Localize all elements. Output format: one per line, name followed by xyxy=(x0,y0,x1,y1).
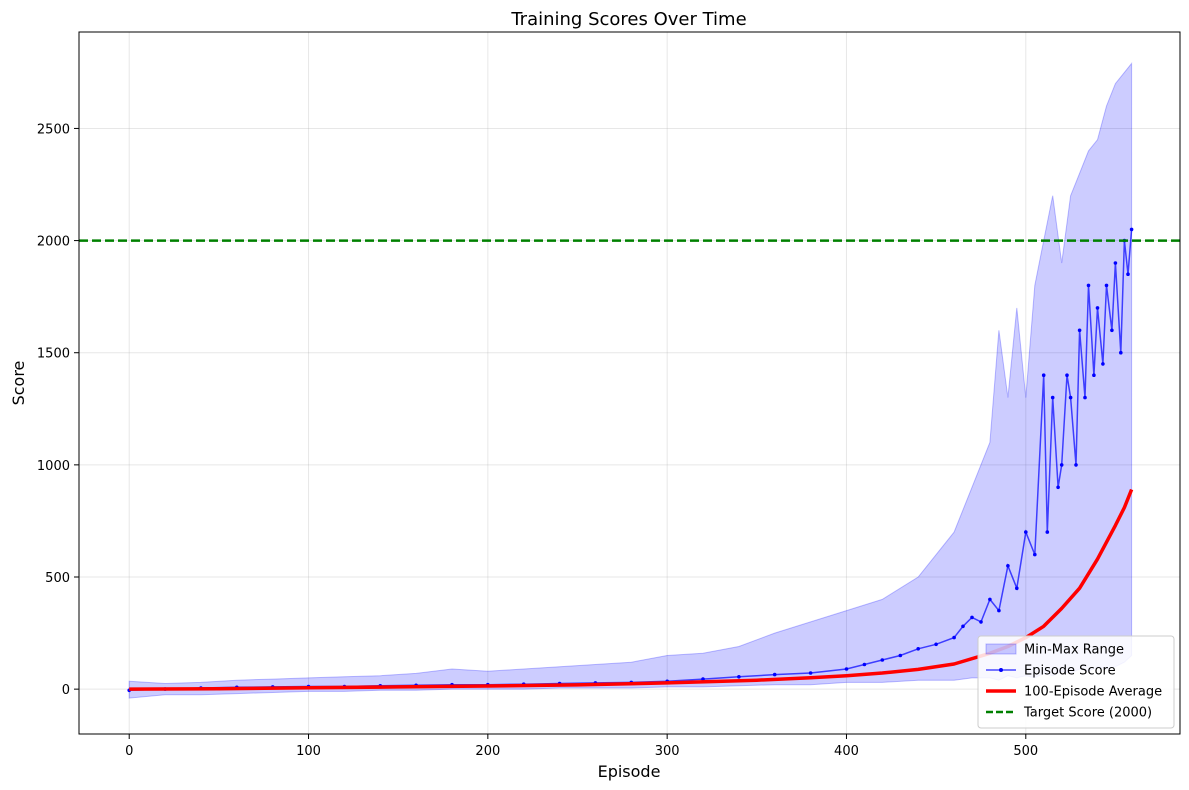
episode-score-point xyxy=(701,677,705,681)
y-tick-label: 2500 xyxy=(37,122,70,137)
x-tick-label: 100 xyxy=(296,744,321,759)
chart-title: Training Scores Over Time xyxy=(510,9,746,30)
episode-score-point xyxy=(988,597,992,602)
episode-score-point xyxy=(1015,586,1019,590)
episode-score-point xyxy=(916,647,920,651)
episode-score-point xyxy=(1077,328,1082,333)
episode-score-point xyxy=(970,615,974,620)
legend-label: Target Score (2000) xyxy=(1023,706,1152,721)
episode-score-point xyxy=(1024,530,1028,534)
episode-score-point xyxy=(997,608,1001,613)
episode-score-point xyxy=(1006,564,1010,568)
episode-score-point xyxy=(1059,463,1064,467)
legend-swatch-episode-marker xyxy=(999,668,1003,672)
x-tick-label: 300 xyxy=(655,744,680,759)
episode-score-point xyxy=(898,653,903,658)
episode-score-point xyxy=(1126,272,1130,277)
y-tick-label: 2000 xyxy=(37,235,70,250)
episode-score-point xyxy=(1050,395,1055,400)
x-tick-label: 0 xyxy=(125,744,133,759)
episode-score-point xyxy=(1041,373,1046,378)
episode-score-point xyxy=(1033,552,1037,557)
legend-label: Min-Max Range xyxy=(1024,643,1124,658)
episode-score-point xyxy=(1110,328,1114,333)
episode-score-point xyxy=(737,675,741,679)
x-tick-label: 400 xyxy=(834,744,859,759)
y-tick-label: 500 xyxy=(45,571,70,586)
legend-swatch-band xyxy=(985,643,1017,655)
episode-score-point xyxy=(1101,362,1105,366)
episode-score-point xyxy=(952,635,956,640)
episode-score-point xyxy=(772,672,777,677)
legend-label: Episode Score xyxy=(1024,664,1116,679)
y-tick-label: 0 xyxy=(62,683,70,698)
episode-score-point xyxy=(844,667,849,671)
episode-score-point xyxy=(1065,373,1069,378)
axis-ticks: 0 100 200 300 400 500 0 500 1000 1500 2000 2500 xyxy=(37,122,1038,759)
episode-score-point xyxy=(1119,350,1123,355)
episode-score-point xyxy=(880,658,885,662)
x-tick-label: 200 xyxy=(475,744,500,759)
y-axis-title: Score xyxy=(9,361,28,406)
episode-score-point xyxy=(808,671,813,675)
episode-score-point xyxy=(1129,227,1134,232)
episode-score-point xyxy=(979,620,983,624)
episode-score-point xyxy=(1045,530,1050,534)
episode-score-point xyxy=(1083,395,1087,400)
episode-score-point xyxy=(1086,283,1091,288)
legend-label: 100-Episode Average xyxy=(1024,685,1162,700)
x-axis-title: Episode xyxy=(598,762,661,781)
legend: Min-Max Range Episode Score 100-Episode Av… xyxy=(977,635,1175,729)
y-tick-label: 1000 xyxy=(37,459,70,474)
plot-area xyxy=(79,61,1180,699)
episode-score-point xyxy=(1092,373,1096,378)
episode-score-point xyxy=(961,624,965,629)
axes-frame xyxy=(78,31,1181,735)
episode-score-point xyxy=(1113,261,1118,265)
episode-score-point xyxy=(1104,283,1109,288)
x-tick-label: 500 xyxy=(1013,744,1038,759)
average-score-line xyxy=(129,488,1134,691)
episode-score-point xyxy=(1095,306,1100,310)
episode-score-point xyxy=(1074,463,1078,467)
episode-score-point xyxy=(1056,485,1060,490)
legend-box xyxy=(977,635,1175,729)
episode-score-point xyxy=(1068,395,1073,400)
y-tick-label: 1500 xyxy=(37,347,70,362)
episode-score-point xyxy=(862,662,867,667)
episode-score-point xyxy=(934,642,938,647)
